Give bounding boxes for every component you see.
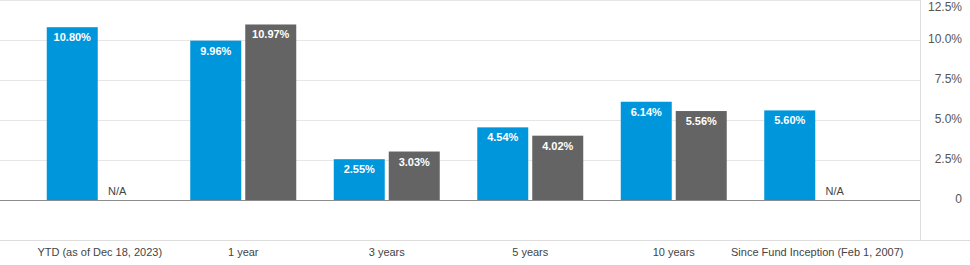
x-tick-label: YTD (as of Dec 18, 2023)	[37, 246, 162, 258]
data-label: 6.14%	[631, 106, 662, 118]
axis-line	[0, 240, 970, 241]
data-label: 2.55%	[344, 163, 375, 175]
chart: 0 2.5% 5.0% 7.5% 10.0% 12.5% 10.80% 9.96% 2.55% 4…	[0, 0, 970, 265]
bars	[47, 24, 816, 200]
data-labels: 10.80% 9.96% 2.55% 4.54% 6.14% 5.60% N/A 10.97%…	[54, 28, 845, 197]
grid-line	[0, 80, 920, 81]
data-label: N/A	[826, 185, 845, 197]
bar	[477, 127, 528, 200]
y-tick-label: 12.5%	[928, 0, 962, 14]
data-label: 5.56%	[686, 115, 717, 127]
x-tick-label: 3 years	[369, 246, 406, 258]
x-tick-label: Since Fund Inception (Feb 1, 2007)	[731, 246, 903, 258]
y-tick-label: 5.0%	[935, 112, 963, 126]
y-tick-label: 0	[955, 192, 962, 206]
data-label: 4.54%	[487, 131, 518, 143]
grid-line	[0, 0, 920, 1]
bar	[245, 24, 296, 200]
data-label: 3.03%	[399, 156, 430, 168]
bar	[532, 136, 583, 200]
bar	[190, 41, 241, 200]
bar	[334, 159, 385, 200]
bar	[389, 152, 440, 200]
x-tick-label: 10 years	[653, 246, 696, 258]
data-label: N/A	[108, 185, 127, 197]
data-label: 10.97%	[252, 28, 290, 40]
x-tick-label: 5 years	[512, 246, 549, 258]
bar	[47, 27, 98, 200]
data-label: 10.80%	[54, 31, 92, 43]
data-label: 4.02%	[542, 140, 573, 152]
axis-line	[920, 0, 921, 240]
bar	[764, 110, 815, 200]
y-tick-label: 10.0%	[928, 32, 962, 46]
data-label: 5.60%	[774, 114, 805, 126]
bar	[621, 102, 672, 200]
y-tick-label: 2.5%	[935, 152, 963, 166]
data-label: 9.96%	[200, 45, 231, 57]
grid-line	[0, 40, 920, 41]
y-tick-label: 7.5%	[935, 72, 963, 86]
x-tick-label: 1 year	[228, 246, 259, 258]
bar	[676, 111, 727, 200]
